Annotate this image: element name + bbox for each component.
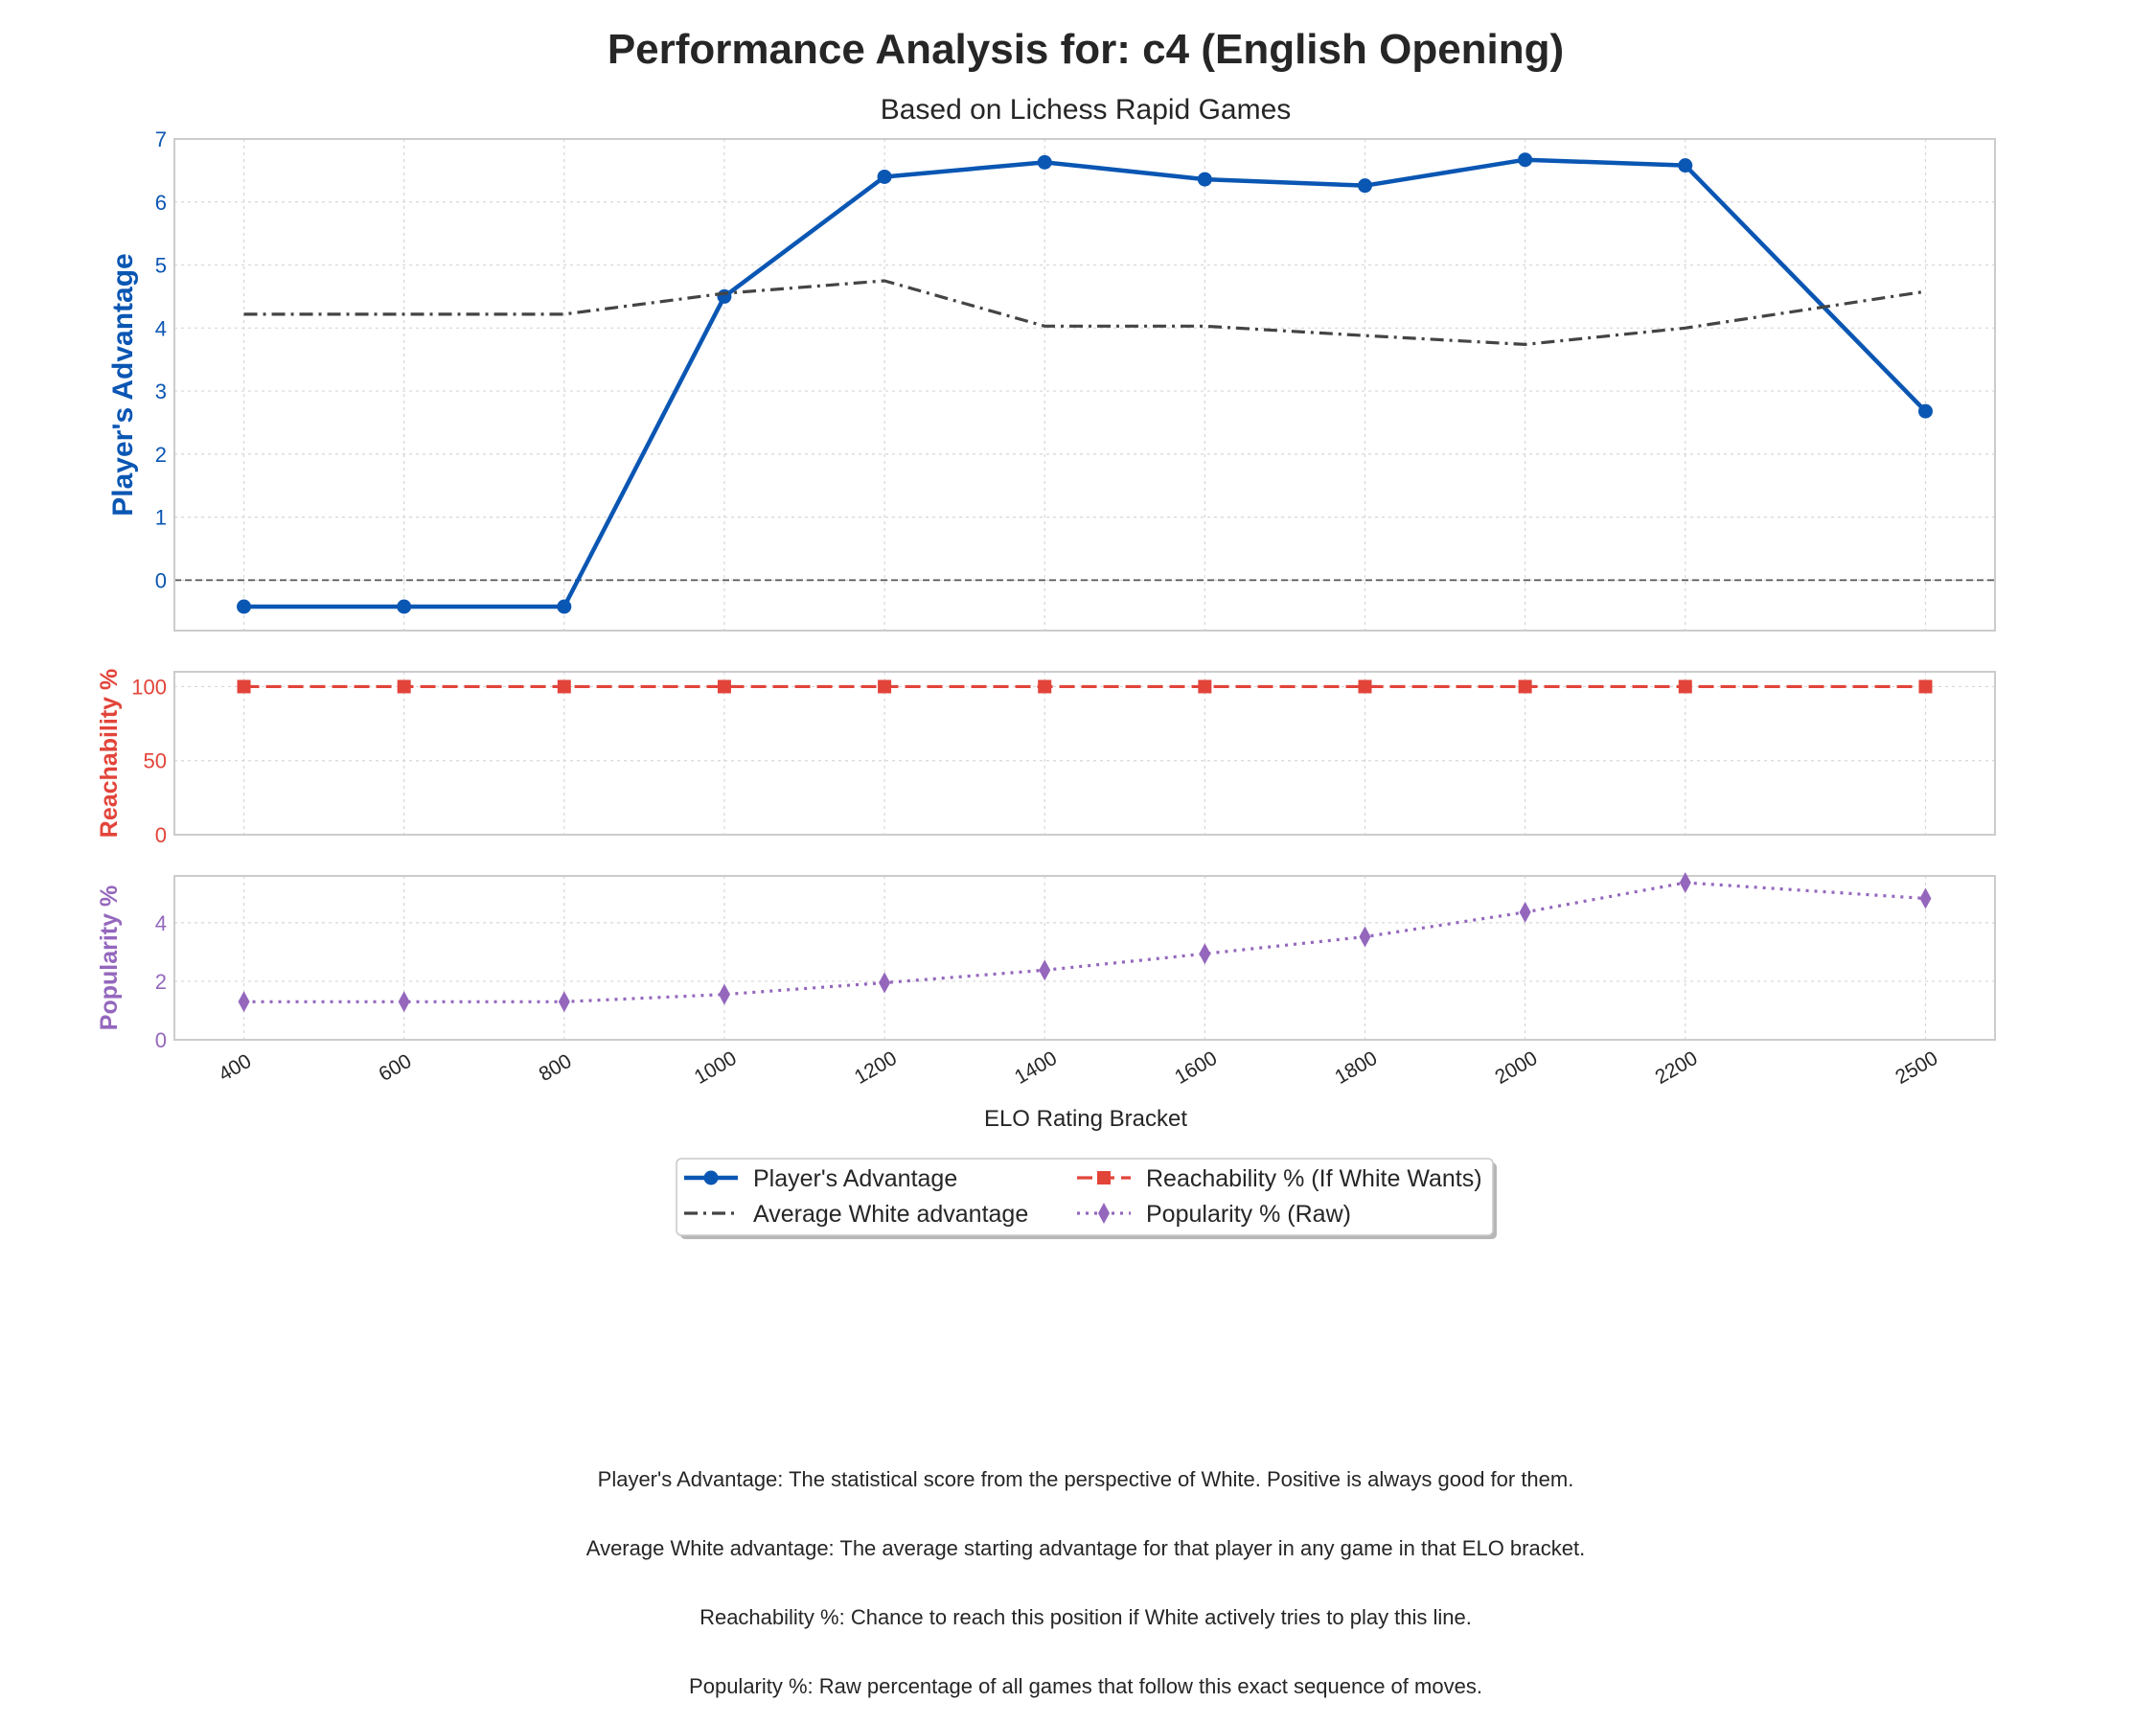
data-point [1678, 158, 1693, 173]
x-tick-label: 2200 [1652, 1047, 1702, 1089]
y-tick-label: 2 [155, 443, 167, 467]
data-point [1918, 679, 1933, 694]
plot-area [174, 876, 1995, 1040]
y-axis-label: Popularity % [96, 886, 123, 1030]
data-point [717, 679, 731, 694]
data-point [718, 983, 730, 1005]
series-1-1 [237, 152, 1933, 614]
data-point [703, 1170, 719, 1185]
footnote-text: Player's Advantage: The statistical scor… [598, 1467, 1574, 1491]
x-axis-title: ELO Rating Bracket [984, 1106, 1187, 1132]
data-point [238, 991, 250, 1013]
data-point [1917, 403, 1933, 419]
plot-frame [173, 875, 1996, 1041]
y-axis-label: Player's Advantage [107, 253, 139, 516]
y-axis-label: Reachability % [96, 669, 123, 838]
x-tick-label: 1800 [1331, 1047, 1381, 1089]
legend-label: Average White advantage [753, 1201, 1028, 1228]
data-point [237, 599, 252, 614]
panel-2: 0 50 100 Reachability % [96, 669, 1996, 847]
data-point [1097, 1171, 1111, 1184]
data-point [1518, 679, 1532, 694]
data-point [1518, 152, 1533, 168]
data-point [1678, 679, 1692, 694]
series-line [243, 279, 1926, 347]
panel-1: 0 1 2 3 4 5 6 7 Player's Advantage [107, 127, 1996, 632]
data-point [1199, 943, 1211, 965]
legend-entry: Reachability % (If White Wants) [1077, 1165, 1482, 1192]
footnote-text: Reachability %: Chance to reach this pos… [700, 1605, 1472, 1629]
y-tick-label: 5 [155, 254, 167, 278]
data-point [1519, 901, 1531, 923]
x-tick-label: 1000 [691, 1047, 741, 1089]
plot-frame [173, 671, 1996, 836]
data-point [558, 991, 570, 1013]
data-point [397, 599, 412, 614]
x-tick-label: 1400 [1011, 1047, 1061, 1089]
data-point [717, 288, 732, 304]
plot-area [174, 672, 1995, 835]
data-point [237, 679, 251, 694]
footnote-text: Average White advantage: The average sta… [586, 1536, 1585, 1560]
data-point [1358, 679, 1372, 694]
data-point [1357, 178, 1372, 194]
data-point [878, 679, 892, 694]
chart-panels: 0 1 2 3 4 5 6 7 Player's Advantage 0 50 100 Reachabi… [96, 127, 1996, 1089]
y-tick-label: 7 [155, 127, 167, 151]
y-tick-label: 4 [155, 316, 167, 340]
x-tick-label: 1600 [1171, 1047, 1221, 1089]
y-tick-label: 0 [155, 568, 167, 592]
data-point [557, 679, 571, 694]
legend-entry: Average White advantage [684, 1201, 1028, 1228]
legend-label: Popularity % (Raw) [1146, 1201, 1351, 1228]
series-2-1 [237, 679, 1933, 694]
y-tick-label: 2 [155, 970, 167, 994]
x-tick-label: 400 [215, 1050, 255, 1086]
data-point [1038, 679, 1052, 694]
footnotes: Player's Advantage: The statistical scor… [586, 1467, 1585, 1698]
data-point [877, 169, 892, 184]
data-point [1039, 959, 1051, 981]
data-point [1037, 154, 1052, 170]
data-point [1197, 172, 1212, 187]
y-tick-label: 6 [155, 191, 167, 215]
x-tick-label: 2000 [1491, 1047, 1541, 1089]
data-point [398, 991, 410, 1013]
y-tick-label: 0 [155, 1028, 167, 1052]
legend: Player's Advantage Average White advantag… [676, 1158, 1497, 1239]
legend-box [676, 1158, 1494, 1236]
data-point [397, 679, 411, 694]
legend-entry: Popularity % (Raw) [1077, 1201, 1351, 1228]
y-tick-label: 3 [155, 380, 167, 403]
plot-area [174, 139, 1995, 631]
x-tick-label: 1200 [851, 1047, 901, 1089]
legend-label: Player's Advantage [753, 1165, 957, 1192]
x-axis-ticks: 400 600 800 1000 1200 1400 1600 1800 2000 2200 250… [215, 1047, 1941, 1089]
y-tick-label: 100 [131, 675, 167, 699]
panel-3: 0 2 4 Popularity % [96, 872, 1996, 1052]
y-tick-label: 4 [155, 911, 167, 935]
data-point [557, 599, 572, 614]
data-point [879, 972, 891, 994]
data-point [1919, 887, 1932, 909]
chart-title: Performance Analysis for: c4 (English Op… [608, 26, 1564, 73]
footnote-text: Popularity %: Raw percentage of all game… [689, 1674, 1482, 1698]
data-point [1679, 872, 1691, 894]
x-tick-label: 600 [375, 1050, 415, 1086]
plot-frame [173, 138, 1996, 632]
legend-label: Reachability % (If White Wants) [1146, 1165, 1482, 1192]
data-point [1098, 1203, 1110, 1224]
x-tick-label: 2500 [1892, 1047, 1941, 1089]
data-point [1359, 926, 1371, 948]
chart-subtitle: Based on Lichess Rapid Games [881, 94, 1292, 126]
y-tick-label: 50 [144, 749, 167, 773]
x-tick-label: 800 [536, 1050, 576, 1086]
y-tick-label: 0 [155, 823, 167, 847]
series-1-2 [243, 279, 1926, 347]
y-tick-label: 1 [155, 506, 167, 530]
legend-entry: Player's Advantage [684, 1165, 957, 1192]
series-3-1 [238, 872, 1932, 1013]
data-point [1198, 679, 1212, 694]
